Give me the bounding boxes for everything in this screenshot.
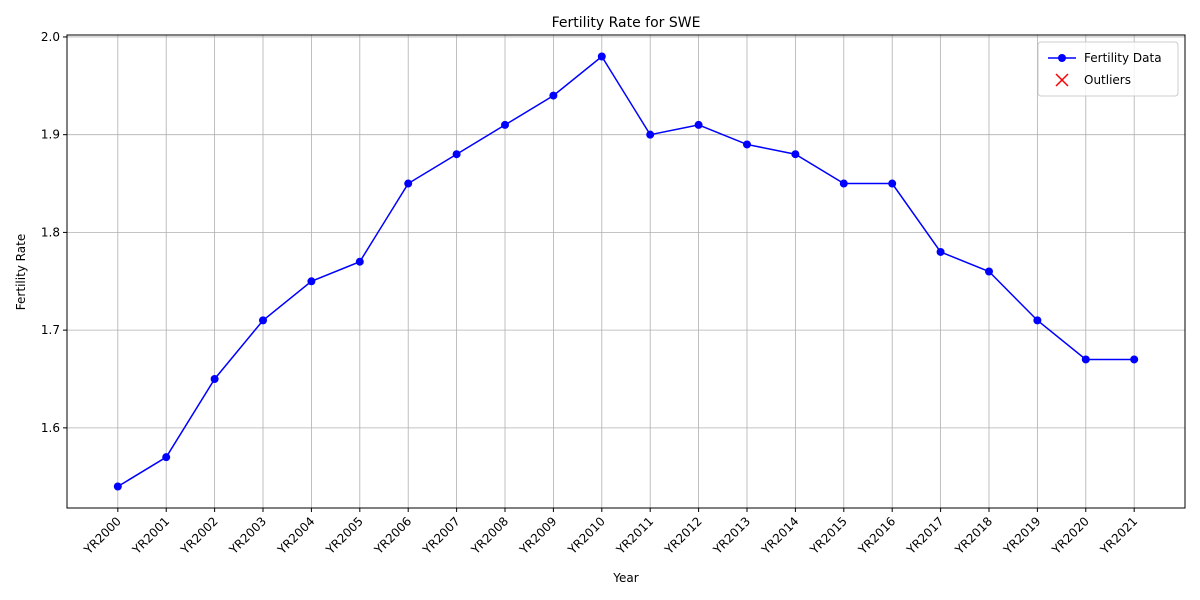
y-tick-label: 1.8 (41, 225, 60, 239)
x-tick-label: YR2001 (129, 514, 172, 557)
marker (1081, 355, 1090, 364)
marker (549, 91, 558, 100)
x-tick-label: YR2006 (371, 514, 414, 557)
marker (936, 247, 945, 256)
legend-label: Fertility Data (1084, 51, 1162, 65)
x-tick-label: YR2016 (855, 514, 898, 557)
marker (307, 277, 316, 286)
marker (839, 179, 848, 188)
legend-label: Outliers (1084, 73, 1131, 87)
x-tick-label: YR2009 (516, 514, 559, 557)
marker (113, 482, 122, 491)
x-tick-label: YR2011 (613, 514, 656, 557)
x-tick-label: YR2017 (903, 514, 946, 557)
x-tick-label: YR2010 (565, 514, 608, 557)
marker (1033, 316, 1042, 325)
x-tick-label: YR2020 (1049, 514, 1092, 557)
marker (1130, 355, 1139, 364)
x-tick-label: YR2005 (323, 514, 366, 557)
chart-title: Fertility Rate for SWE (552, 15, 701, 31)
marker (501, 120, 510, 129)
legend-marker (1058, 54, 1066, 62)
y-tick-label: 1.9 (41, 128, 60, 142)
marker (791, 150, 800, 159)
x-tick-label: YR2014 (758, 514, 801, 557)
marker (210, 375, 219, 383)
marker (259, 316, 268, 325)
line (117, 55, 1135, 488)
marker (597, 52, 606, 61)
y-tick-label: 2.0 (41, 30, 60, 44)
legend-marker (1055, 73, 1069, 87)
x-tick-label: YR2003 (226, 514, 269, 557)
x-tick-label: YR2002 (177, 514, 220, 557)
x-tick-label: YR2008 (468, 514, 511, 557)
x-tick-label: YR2019 (1000, 514, 1043, 557)
y-tick-label: 1.6 (41, 421, 60, 435)
marker (742, 140, 751, 149)
y-axis-label: Fertility Rate (14, 234, 28, 310)
x-tick-label: YR2021 (1097, 514, 1140, 557)
marker (646, 130, 655, 139)
plot-frame (66, 34, 1186, 509)
marker (984, 267, 993, 276)
marker (888, 179, 897, 188)
y-tick-label: 1.7 (41, 323, 60, 337)
x-tick-label: YR2004 (274, 514, 317, 557)
legend-box (1037, 41, 1179, 97)
x-tick-label: YR2018 (952, 514, 995, 557)
marker (355, 257, 364, 266)
x-axis-label: Year (612, 571, 638, 585)
x-tick-label: YR2000 (81, 514, 124, 557)
x-tick-label: YR2007 (419, 514, 462, 557)
x-tick-label: YR2015 (807, 514, 850, 557)
x-tick-label: YR2012 (661, 514, 704, 557)
marker (162, 453, 171, 462)
x-tick-label: YR2013 (710, 514, 753, 557)
marker (404, 179, 413, 188)
marker (694, 120, 703, 129)
marker (452, 150, 461, 159)
